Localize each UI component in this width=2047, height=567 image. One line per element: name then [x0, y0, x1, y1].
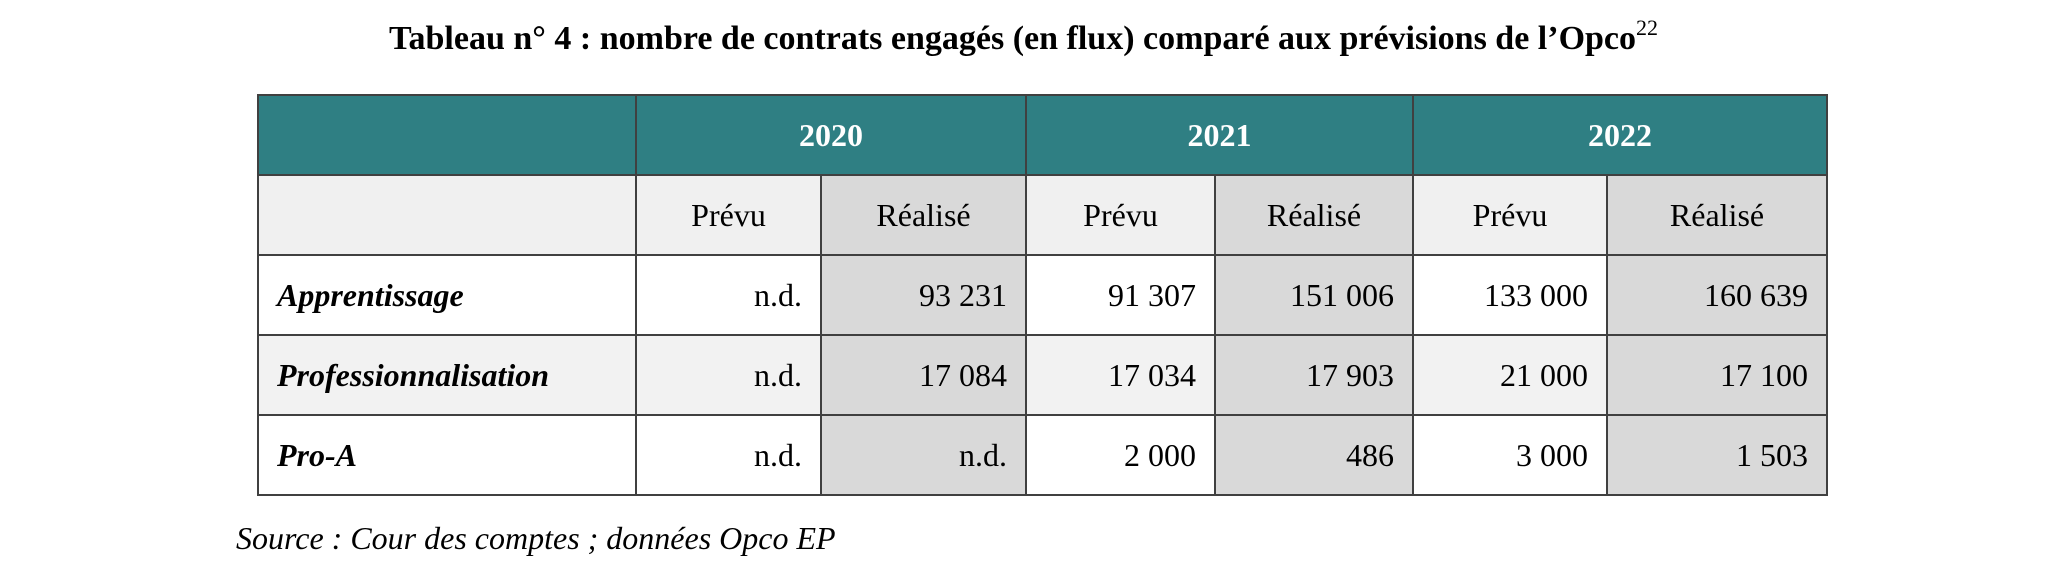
subheader-row: Prévu Réalisé Prévu Réalisé Prévu Réalis…	[257, 174, 1828, 256]
table-cell: 17 034	[1025, 334, 1216, 416]
table-cell: 160 639	[1606, 254, 1828, 336]
row-label-apprentissage: Apprentissage	[257, 254, 637, 336]
table-title: Tableau n° 4 : nombre de contrats engagé…	[0, 12, 2047, 66]
year-header-row: 2020 2021 2022	[257, 94, 1828, 176]
table-cell: 17 084	[820, 334, 1027, 416]
table-cell: 17 100	[1606, 334, 1828, 416]
table-cell: 486	[1214, 414, 1414, 496]
contracts-table: 2020 2021 2022 Prévu Réalisé Prévu Réali…	[257, 94, 1828, 496]
table-cell: 17 903	[1214, 334, 1414, 416]
table-row: Apprentissage n.d. 93 231 91 307 151 006…	[257, 254, 1828, 336]
table-cell: 91 307	[1025, 254, 1216, 336]
subheader-realise: Réalisé	[1214, 174, 1414, 256]
table-cell: n.d.	[635, 334, 822, 416]
table-cell: 93 231	[820, 254, 1027, 336]
row-label-pro-a: Pro-A	[257, 414, 637, 496]
row-label-professionnalisation: Professionnalisation	[257, 334, 637, 416]
table-cell: 21 000	[1412, 334, 1608, 416]
table-cell: 133 000	[1412, 254, 1608, 336]
subheader-realise: Réalisé	[1606, 174, 1828, 256]
table-cell: 3 000	[1412, 414, 1608, 496]
table-cell: n.d.	[820, 414, 1027, 496]
table-cell: 1 503	[1606, 414, 1828, 496]
table-cell: n.d.	[635, 414, 822, 496]
footnote-ref: 22	[1636, 15, 1659, 40]
subheader-realise: Réalisé	[820, 174, 1027, 256]
source-note: Source : Cour des comptes ; données Opco…	[236, 520, 836, 556]
table-cell: n.d.	[635, 254, 822, 336]
subheader-prevu: Prévu	[1412, 174, 1608, 256]
subheader-prevu: Prévu	[635, 174, 822, 256]
table-cell: 2 000	[1025, 414, 1216, 496]
table-title-text: Tableau n° 4 : nombre de contrats engagé…	[388, 20, 1637, 57]
year-header-2021: 2021	[1025, 94, 1414, 176]
subheader-corner	[257, 174, 637, 256]
table-row: Professionnalisation n.d. 17 084 17 034 …	[257, 334, 1828, 416]
table-row: Pro-A n.d. n.d. 2 000 486 3 000 1 503	[257, 414, 1828, 496]
year-header-2020: 2020	[635, 94, 1027, 176]
subheader-prevu: Prévu	[1025, 174, 1216, 256]
table-cell: 151 006	[1214, 254, 1414, 336]
year-header-2022: 2022	[1412, 94, 1828, 176]
header-corner	[257, 94, 637, 176]
